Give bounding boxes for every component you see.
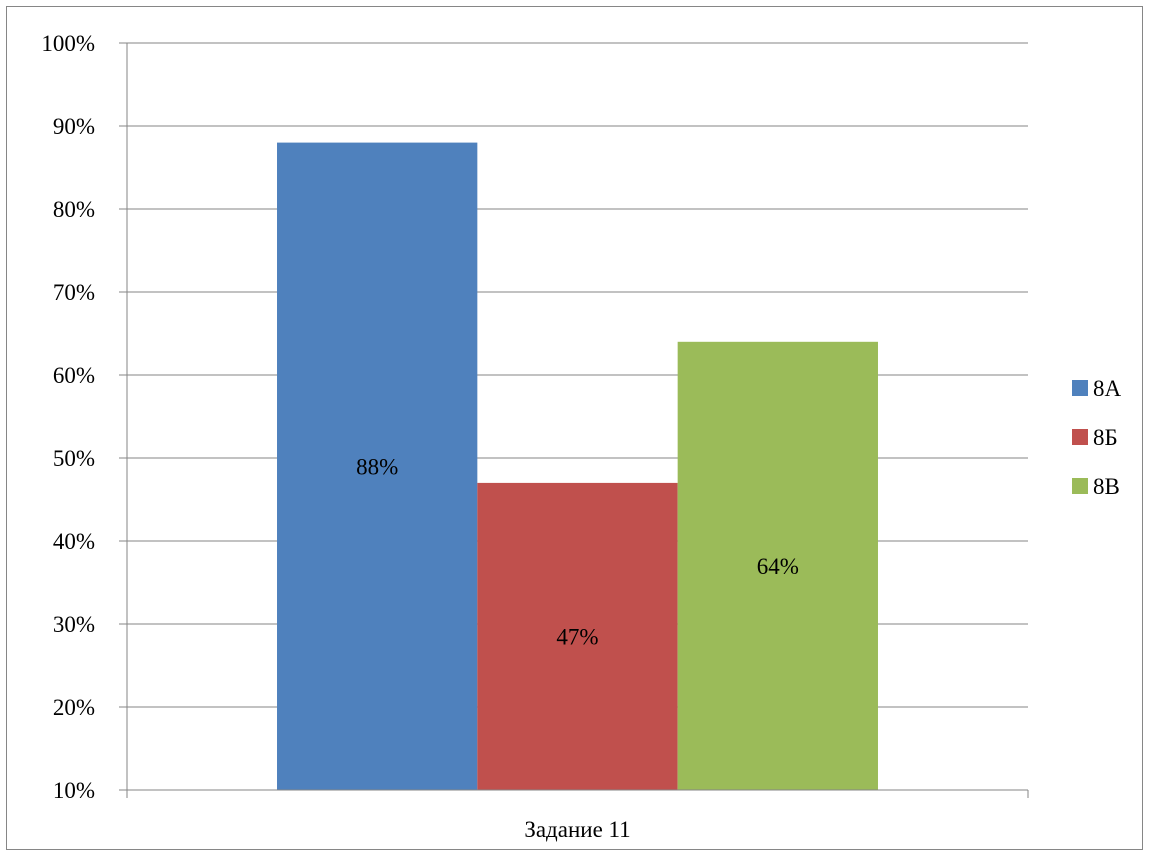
y-axis-ticks: 10% 20% 30% 40% 50% 60% 70% 80% 90% 100% — [41, 31, 127, 803]
legend-swatch-8А — [1072, 380, 1088, 396]
legend-swatch-8В — [1072, 478, 1088, 494]
bar-8Б — [477, 482, 678, 790]
bars — [277, 142, 878, 791]
legend: 8А 8Б 8В — [1072, 376, 1122, 499]
x-category-label: Задание 11 — [524, 817, 630, 842]
y-tick-label: 60% — [53, 363, 95, 388]
y-tick-label: 80% — [53, 197, 95, 222]
bar-8А — [277, 142, 478, 791]
data-label: 47% — [556, 624, 598, 649]
bar-8В — [677, 341, 878, 790]
y-tick-label: 90% — [53, 114, 95, 139]
y-tick-label: 70% — [53, 280, 95, 305]
y-tick-label: 40% — [53, 529, 95, 554]
x-axis-categories: Задание 11 — [524, 817, 630, 842]
legend-swatch-8Б — [1072, 429, 1088, 445]
legend-label: 8А — [1093, 376, 1122, 401]
legend-label: 8В — [1093, 474, 1120, 499]
y-tick-label: 20% — [53, 695, 95, 720]
data-labels: 88% 47% 64% — [356, 454, 799, 649]
y-tick-label: 30% — [53, 612, 95, 637]
data-label: 64% — [757, 554, 799, 579]
y-tick-label: 50% — [53, 446, 95, 471]
y-tick-label: 100% — [41, 31, 95, 56]
data-label: 88% — [356, 454, 398, 479]
y-tick-label: 10% — [53, 778, 95, 803]
legend-label: 8Б — [1093, 425, 1118, 450]
axes — [126, 43, 1029, 798]
